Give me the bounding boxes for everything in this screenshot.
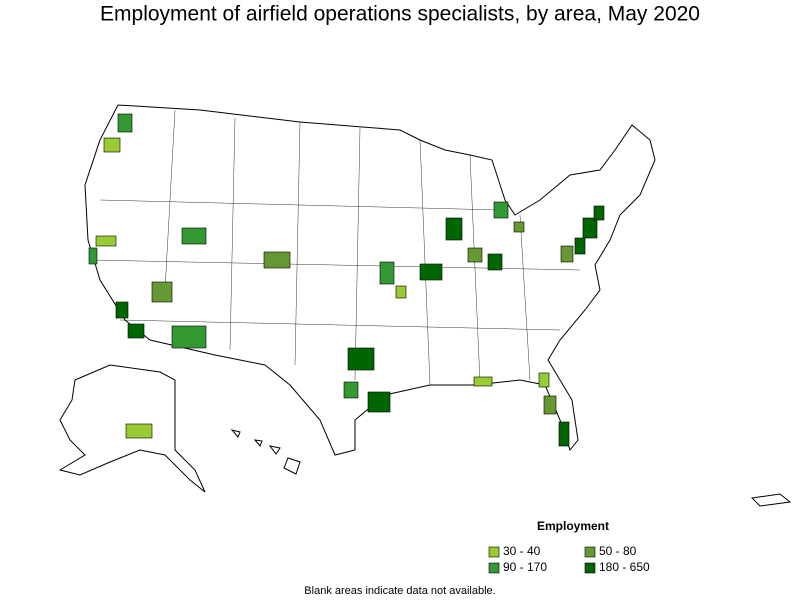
area — [473, 376, 493, 387]
legend-label: 50 - 80 — [599, 544, 637, 558]
legend-title: Employment — [537, 519, 609, 533]
state-lines — [89, 109, 581, 386]
area — [127, 323, 145, 339]
area — [88, 247, 98, 265]
legend-label: 180 - 650 — [599, 560, 650, 574]
hawaii — [230, 429, 301, 475]
area — [343, 381, 359, 399]
area — [171, 325, 207, 349]
area — [263, 251, 291, 269]
area — [125, 423, 153, 439]
area — [560, 245, 574, 263]
legend-swatch — [584, 562, 596, 574]
footnote: Blank areas indicate data not available. — [304, 585, 495, 597]
area — [151, 281, 173, 303]
area — [117, 113, 133, 133]
legend-label: 30 - 40 — [503, 544, 541, 558]
legend-swatch — [488, 546, 500, 558]
area — [593, 205, 605, 221]
area — [467, 247, 483, 263]
area — [538, 372, 550, 388]
area — [181, 227, 207, 245]
area — [347, 347, 375, 371]
area — [493, 201, 509, 219]
area — [95, 235, 117, 247]
area — [445, 217, 463, 241]
area — [419, 263, 443, 281]
legend-swatch — [488, 562, 500, 574]
area — [379, 261, 395, 285]
area — [115, 301, 129, 319]
areas — [88, 113, 605, 447]
map-title: Employment of airfield operations specia… — [100, 3, 700, 26]
mainland — [84, 104, 656, 456]
area — [395, 285, 407, 299]
area — [367, 391, 391, 413]
puerto-rico — [750, 493, 792, 507]
legend-swatch — [584, 546, 596, 558]
area — [558, 421, 570, 447]
area — [487, 253, 503, 271]
area — [582, 217, 598, 239]
area — [513, 221, 525, 233]
area — [543, 395, 557, 415]
area — [103, 137, 121, 153]
area — [574, 237, 586, 255]
legend-label: 90 - 170 — [503, 560, 547, 574]
